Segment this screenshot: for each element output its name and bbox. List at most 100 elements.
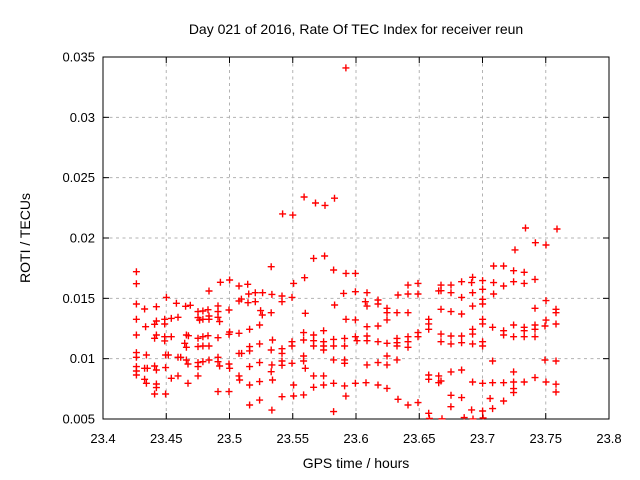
data-point	[214, 388, 222, 396]
data-point	[205, 315, 213, 323]
data-point	[520, 279, 528, 287]
data-point	[437, 377, 445, 385]
y-axis-label: ROTI / TECUs	[17, 193, 33, 283]
data-point	[458, 339, 466, 347]
data-point	[225, 388, 233, 396]
data-point	[132, 331, 140, 339]
data-point	[235, 282, 243, 290]
svg-text:23.75: 23.75	[529, 431, 562, 446]
data-point	[342, 392, 350, 400]
data-point	[142, 323, 150, 331]
data-point	[289, 211, 297, 219]
data-point	[152, 366, 160, 374]
data-point	[194, 372, 202, 380]
data-point	[490, 262, 498, 270]
data-point	[321, 252, 329, 260]
data-point	[330, 379, 338, 387]
data-point	[374, 300, 382, 308]
data-point	[447, 368, 455, 376]
data-point	[490, 279, 498, 287]
data-point	[510, 389, 518, 397]
data-point	[479, 407, 487, 415]
data-point	[460, 414, 468, 420]
data-point	[186, 301, 194, 309]
data-point	[531, 239, 539, 247]
data-point	[320, 327, 328, 335]
data-point	[489, 379, 497, 387]
data-point	[341, 359, 349, 367]
data-point	[162, 293, 170, 301]
data-point	[167, 374, 175, 382]
data-point	[447, 289, 455, 297]
data-point	[437, 287, 445, 295]
data-point	[235, 329, 243, 337]
data-point	[320, 346, 328, 354]
data-point	[552, 388, 560, 396]
data-point	[447, 340, 455, 348]
data-point	[447, 308, 455, 316]
data-point	[278, 393, 286, 401]
data-point	[330, 342, 338, 350]
svg-text:0.03: 0.03	[70, 110, 95, 125]
data-point	[244, 280, 252, 288]
data-point	[199, 342, 207, 350]
svg-text:23.6: 23.6	[343, 431, 368, 446]
data-point	[542, 297, 550, 305]
data-point	[437, 305, 445, 313]
data-point	[256, 321, 264, 329]
data-point	[205, 287, 213, 295]
data-point	[132, 353, 140, 361]
data-point	[510, 278, 518, 286]
data-point	[404, 343, 412, 351]
data-point	[310, 254, 318, 262]
data-point	[510, 378, 518, 386]
data-point	[489, 405, 497, 413]
data-point	[351, 333, 359, 341]
data-point	[486, 395, 494, 402]
data-point	[238, 349, 246, 357]
data-point	[182, 356, 190, 364]
data-point	[244, 299, 252, 307]
x-tick-labels: 23.4 23.45 23.5 23.55 23.6 23.65 23.7 23.75 23.8	[90, 431, 621, 446]
data-point	[196, 316, 204, 324]
data-point	[404, 309, 412, 317]
svg-text:0.015: 0.015	[62, 291, 95, 306]
data-point	[437, 330, 445, 338]
data-point	[141, 305, 149, 313]
data-point	[320, 372, 328, 380]
data-point	[500, 397, 508, 405]
data-point	[167, 333, 175, 341]
data-point	[269, 376, 276, 384]
data-point	[374, 322, 382, 330]
data-point	[351, 288, 359, 296]
data-point	[489, 323, 497, 331]
data-point	[204, 332, 212, 340]
y-tick-labels: 0.005 0.01 0.015 0.02 0.025 0.03 0.035	[62, 50, 95, 427]
data-point	[237, 295, 245, 303]
data-point	[479, 414, 487, 420]
data-point	[278, 349, 286, 357]
data-point	[330, 266, 338, 274]
data-point	[246, 325, 254, 333]
data-point	[363, 337, 371, 345]
data-point	[458, 293, 466, 301]
data-point	[290, 279, 298, 287]
data-point	[520, 333, 528, 341]
data-point	[458, 278, 466, 286]
data-point	[225, 306, 233, 314]
data-point	[447, 403, 455, 411]
data-point	[542, 378, 550, 386]
data-point	[320, 381, 328, 389]
data-point	[363, 302, 371, 310]
data-point	[288, 359, 296, 367]
data-point	[383, 361, 391, 369]
data-point	[330, 335, 338, 343]
data-point	[362, 379, 370, 387]
data-point	[312, 199, 319, 207]
data-point	[404, 290, 412, 298]
data-point	[300, 336, 308, 344]
data-point	[177, 353, 185, 361]
data-point	[435, 372, 443, 380]
data-point	[414, 279, 422, 287]
data-point	[542, 316, 550, 324]
